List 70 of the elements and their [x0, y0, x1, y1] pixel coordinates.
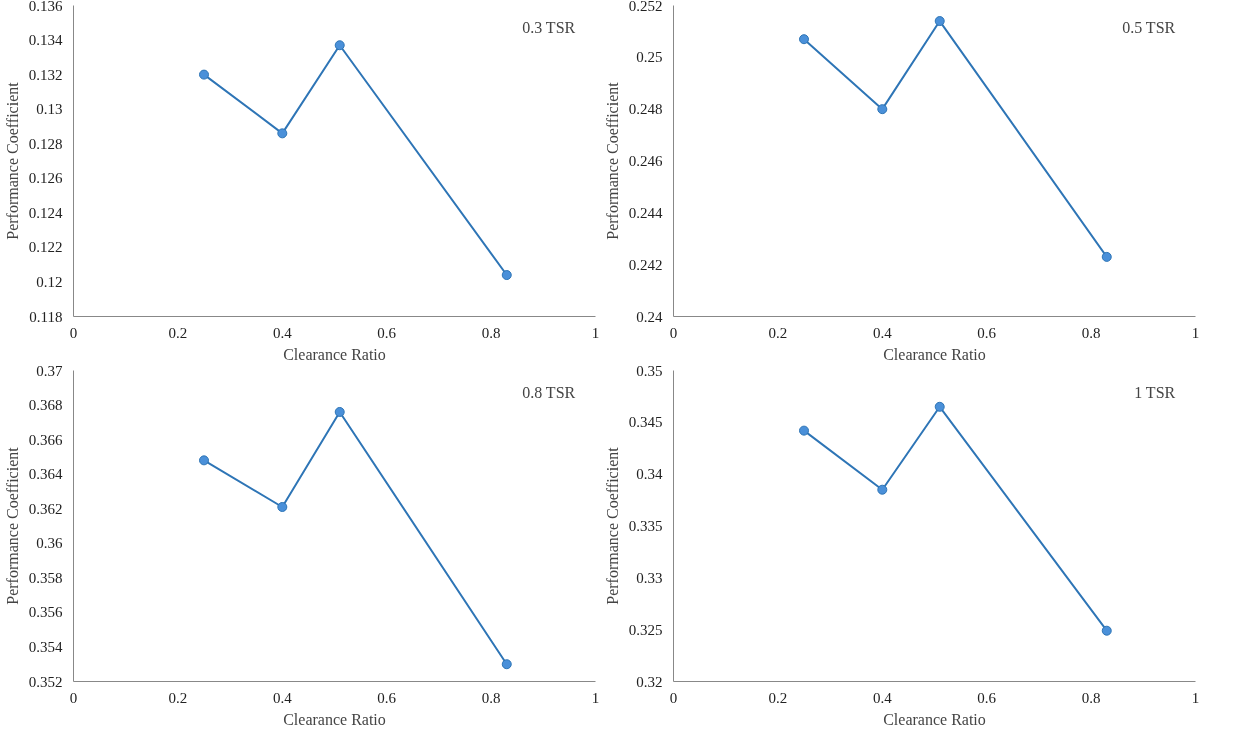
x-axis-title: Clearance Ratio	[283, 710, 386, 728]
x-tick-label: 0	[669, 689, 678, 706]
x-tick-label: 0.4	[272, 689, 293, 706]
y-axis-title: Performance Coefficient	[603, 446, 621, 605]
y-tick-label: 0.13	[36, 101, 63, 118]
x-tick-label: 1	[1191, 324, 1200, 341]
x-tick-label: 0.2	[168, 324, 188, 341]
y-tick-label: 0.366	[28, 431, 63, 448]
x-tick-label: 1	[1191, 689, 1200, 706]
y-tick-label: 0.242	[628, 256, 663, 273]
x-tick-label: 0.8	[481, 324, 501, 341]
y-axis-title: Performance Coefficient	[603, 81, 621, 240]
y-tick-label: 0.34	[636, 466, 663, 483]
y-tick-label: 0.368	[28, 397, 63, 414]
y-axis-title: Performance Coefficient	[3, 81, 21, 240]
x-tick-label: 0.2	[768, 324, 788, 341]
x-tick-label: 0	[69, 324, 78, 341]
y-tick-label: 0.244	[628, 204, 663, 221]
y-tick-label: 0.335	[628, 518, 663, 534]
x-tick-label: 0	[69, 689, 78, 706]
y-tick-label: 0.358	[28, 569, 63, 586]
y-tick-label: 0.25	[636, 49, 663, 66]
y-tick-label: 0.33	[636, 569, 663, 586]
x-axis-title: Clearance Ratio	[883, 710, 986, 728]
x-tick-label: 0.8	[1081, 689, 1101, 706]
y-tick-label: 0.126	[28, 170, 63, 187]
y-axis-title: Performance Coefficient	[3, 446, 21, 605]
y-tick-label: 0.124	[28, 204, 63, 221]
y-tick-label: 0.128	[28, 135, 63, 152]
x-tick-label: 0.8	[1081, 324, 1101, 341]
y-tick-label: 0.345	[628, 414, 663, 431]
y-tick-label: 0.118	[29, 308, 63, 325]
y-tick-label: 0.246	[628, 153, 663, 169]
y-tick-label: 0.32	[636, 673, 663, 690]
y-tick-label: 0.248	[628, 101, 663, 118]
x-tick-label: 0.6	[977, 324, 997, 341]
annotation: 0.3 TSR	[522, 18, 576, 36]
y-tick-label: 0.354	[28, 638, 63, 655]
x-tick-label: 0.2	[168, 689, 188, 706]
x-tick-label: 0.6	[977, 689, 997, 706]
y-tick-label: 0.362	[28, 500, 63, 517]
y-tick-label: 0.122	[28, 239, 63, 256]
y-tick-label: 0.136	[28, 0, 63, 14]
y-tick-label: 0.352	[28, 673, 63, 690]
y-tick-label: 0.325	[628, 621, 663, 638]
x-tick-label: 1	[591, 324, 600, 341]
y-tick-label: 0.252	[628, 0, 663, 14]
annotation: 0.5 TSR	[1122, 18, 1176, 36]
x-tick-label: 1	[591, 689, 600, 706]
x-tick-label: 0	[669, 324, 678, 341]
x-tick-label: 0.4	[872, 324, 893, 341]
y-tick-label: 0.37	[36, 362, 63, 379]
x-tick-label: 0.6	[377, 324, 397, 341]
x-axis-title: Clearance Ratio	[883, 345, 986, 363]
y-tick-label: 0.35	[636, 362, 663, 379]
y-tick-label: 0.356	[28, 604, 63, 621]
x-tick-label: 0.2	[768, 689, 788, 706]
y-tick-label: 0.364	[28, 466, 63, 483]
x-tick-label: 0.4	[872, 689, 893, 706]
annotation: 1 TSR	[1134, 383, 1176, 401]
y-tick-label: 0.134	[28, 32, 63, 49]
x-tick-label: 0.6	[377, 689, 397, 706]
x-tick-label: 0.4	[272, 324, 293, 341]
y-tick-label: 0.12	[36, 273, 63, 290]
x-tick-label: 0.8	[481, 689, 501, 706]
y-tick-label: 0.132	[28, 66, 63, 83]
x-axis-title: Clearance Ratio	[283, 345, 386, 363]
annotation: 0.8 TSR	[522, 383, 576, 401]
y-tick-label: 0.24	[636, 308, 663, 325]
y-tick-label: 0.36	[36, 535, 63, 552]
